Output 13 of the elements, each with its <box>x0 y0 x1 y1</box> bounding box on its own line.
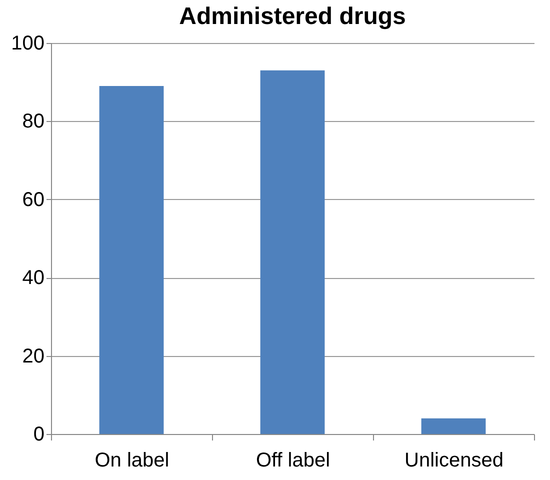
bar <box>99 86 164 434</box>
x-tick-label: Unlicensed <box>404 450 504 472</box>
bar <box>421 418 486 434</box>
y-tick-label: 60 <box>22 188 44 211</box>
chart-title: Administered drugs <box>179 3 406 30</box>
y-tick-label: 20 <box>22 345 44 368</box>
x-tick-label: On label <box>94 450 170 472</box>
y-tick-label: 40 <box>22 267 44 290</box>
bar <box>260 70 325 434</box>
y-tick-label: 0 <box>33 424 44 446</box>
x-tick-label: Off label <box>256 450 330 472</box>
y-tick-label: 80 <box>22 110 44 133</box>
y-tick-label: 100 <box>11 32 44 54</box>
